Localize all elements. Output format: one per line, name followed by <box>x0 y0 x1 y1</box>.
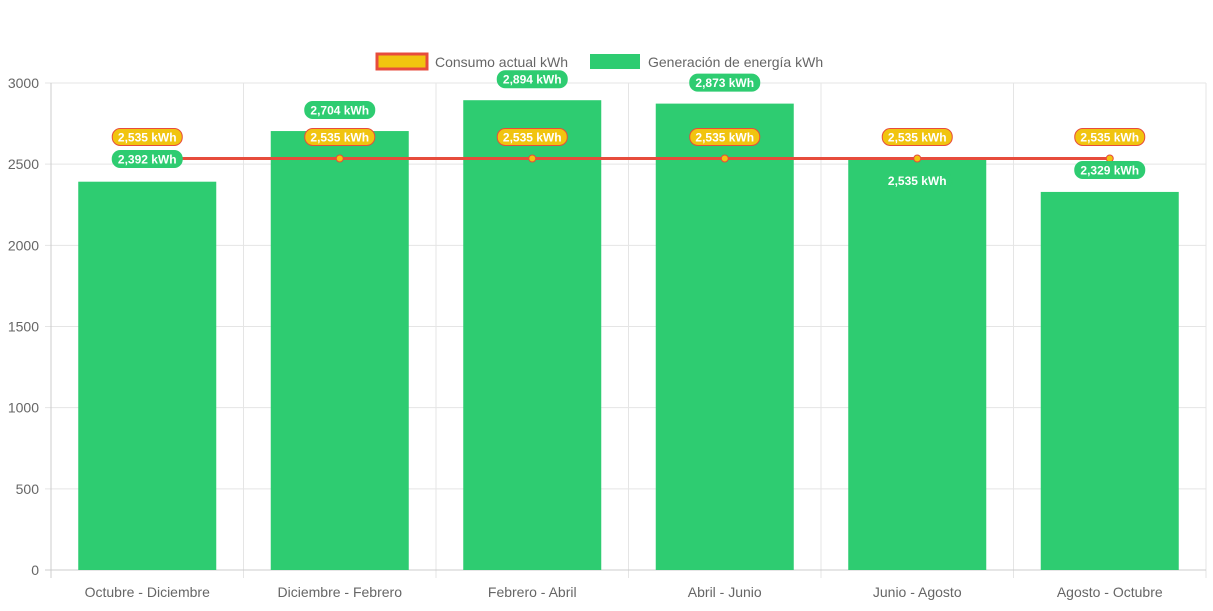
data-label-badge <box>689 128 761 146</box>
y-tick-label: 500 <box>16 481 40 497</box>
data-label: 2,535 kWh <box>118 131 177 145</box>
data-label: 2,894 kWh <box>503 73 562 87</box>
x-tick-label: Abril - Junio <box>688 584 762 600</box>
data-label: 2,535 kWh <box>888 174 947 188</box>
y-tick-label: 2000 <box>8 237 39 253</box>
data-label: 2,535 kWh <box>695 131 754 145</box>
x-tick-label: Diciembre - Febrero <box>278 584 403 600</box>
data-label-badge <box>689 73 761 92</box>
data-label-badge <box>111 150 183 168</box>
data-label-badge <box>1074 128 1146 146</box>
data-label: 2,535 kWh <box>1080 131 1139 145</box>
legend-item-generacion-swatch[interactable] <box>590 54 640 69</box>
data-label-badge <box>304 128 376 146</box>
line-point <box>528 154 537 163</box>
line-point <box>913 154 922 163</box>
data-label-badge <box>496 128 568 146</box>
data-label: 2,329 kWh <box>1080 164 1139 178</box>
line-point <box>1105 154 1114 163</box>
y-tick-label: 2500 <box>8 156 39 172</box>
legend-item-consumo[interactable]: Consumo actual kWh <box>435 54 568 70</box>
data-label-badge <box>1074 161 1146 179</box>
data-label: 2,392 kWh <box>118 153 177 167</box>
x-tick-label: Octubre - Diciembre <box>85 584 210 600</box>
y-tick-label: 1500 <box>8 319 39 335</box>
x-tick-label: Junio - Agosto <box>873 584 962 600</box>
data-label: 2,873 kWh <box>695 76 754 90</box>
data-label: 2,535 kWh <box>503 131 562 145</box>
legend-item-consumo-swatch[interactable] <box>375 52 429 71</box>
y-tick-label: 1000 <box>8 400 39 416</box>
data-label: 2,535 kWh <box>888 131 947 145</box>
bar <box>270 131 409 570</box>
y-tick-label: 0 <box>31 562 39 578</box>
data-label-badge <box>881 171 953 190</box>
bar <box>655 103 794 570</box>
data-label-badge <box>304 101 376 120</box>
x-tick-label: Febrero - Abril <box>488 584 577 600</box>
line-point <box>720 154 729 163</box>
bar <box>1040 191 1179 570</box>
data-label: 2,704 kWh <box>310 104 369 118</box>
data-label-badge <box>881 128 953 146</box>
legend-item-generacion[interactable]: Generación de energía kWh <box>648 54 823 70</box>
data-label-badge <box>111 128 183 146</box>
x-tick-label: Agosto - Octubre <box>1057 584 1163 600</box>
bar <box>463 100 602 570</box>
bar <box>78 181 217 570</box>
y-tick-label: 3000 <box>8 75 39 91</box>
data-label: 2,535 kWh <box>310 131 369 145</box>
data-label-badge <box>496 70 568 89</box>
line-point <box>335 154 344 163</box>
bar <box>848 158 987 571</box>
